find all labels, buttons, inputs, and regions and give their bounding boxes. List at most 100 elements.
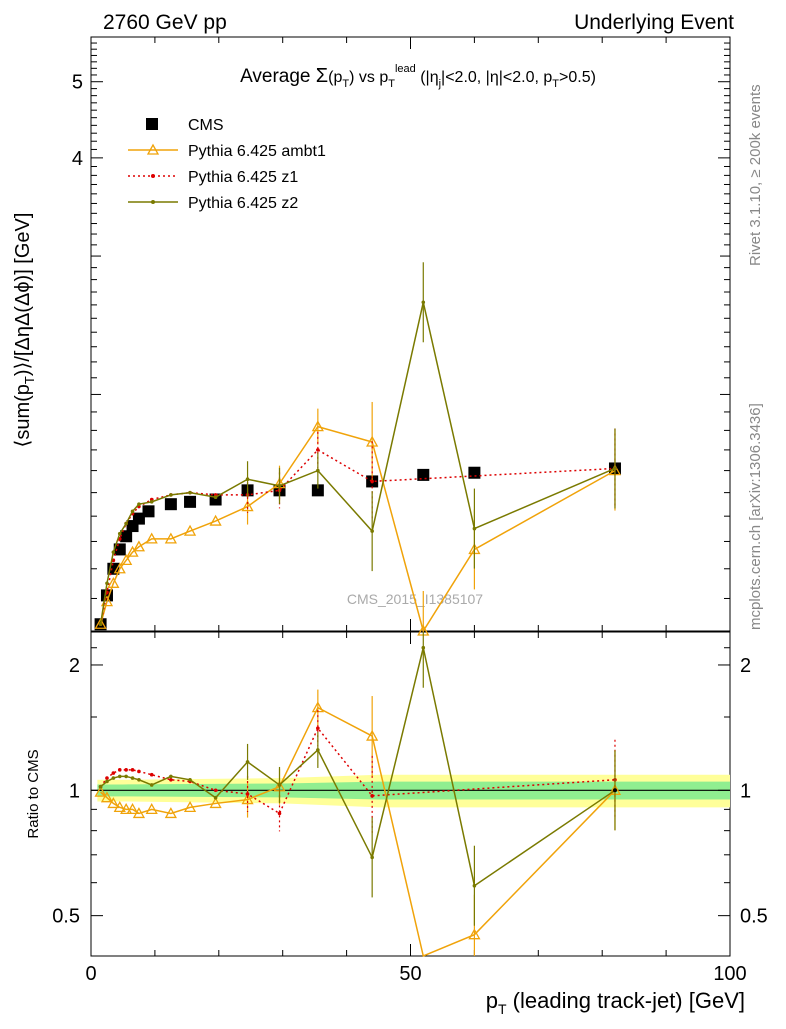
main-z2-point — [421, 300, 426, 305]
cms-data-point — [120, 530, 133, 543]
header-left: 2760 GeV pp — [103, 11, 227, 34]
ratio-ambt1-point — [126, 803, 139, 815]
ratio-z1-point — [149, 772, 154, 777]
main-z1-point — [316, 448, 320, 452]
main-y-label: ⟨sum(pT)⟩/[ΔηΔ(Δϕ)] [GeV] — [12, 213, 37, 448]
rivet-label: Rivet 3.1.10, ≥ 200k events — [747, 84, 764, 266]
legend-marker — [151, 174, 155, 178]
main-z2-point — [130, 509, 135, 514]
legend-marker — [146, 143, 160, 155]
main-y-tick-label: 5 — [72, 72, 83, 94]
ratio-z2-point — [105, 779, 109, 784]
ratio-z2-point — [130, 776, 135, 780]
main-title: Average Σ(pT) vs pTlead (|ηj|<2.0, |η|<2… — [240, 63, 596, 90]
main-z2-point — [117, 531, 122, 536]
legend: CMS Pythia 6.425 ambt1 Pythia 6.425 z1 Pyth… — [128, 117, 326, 212]
ratio-z2-point — [117, 774, 122, 779]
main-ambt1-point — [311, 420, 324, 432]
ratio-z1-point — [130, 768, 135, 772]
main-ambt1-point — [107, 576, 120, 588]
cms-data-point — [184, 495, 197, 508]
main-z2-point — [472, 526, 477, 531]
ratio-z2-point — [316, 748, 320, 752]
ratio-z1-point — [105, 776, 109, 780]
ratio-y-tick-label-right: 0.5 — [740, 906, 768, 928]
x-tick-label: 50 — [399, 963, 421, 985]
ratio-y-tick-label-right: 1 — [740, 780, 751, 802]
main-z1-point — [370, 479, 374, 484]
ratio-z1-point — [316, 726, 320, 730]
ratio-z2-point — [213, 795, 218, 800]
main-ambt1-point — [126, 545, 139, 557]
main-z2-point — [169, 493, 173, 497]
ratio-z2-point — [98, 784, 103, 789]
ratio-z2-point — [188, 777, 192, 782]
main-z2-line — [99, 302, 616, 625]
ratio-y-tick-label: 0.5 — [52, 906, 80, 928]
main-z2-point — [245, 477, 250, 482]
ratio-ambt1-point — [100, 791, 114, 803]
legend-cms-marker — [146, 118, 158, 130]
ratio-z2-line — [100, 647, 616, 887]
ratio-z1-point — [213, 788, 218, 793]
ratio-y-tick-label: 2 — [69, 655, 80, 677]
ratio-ambt1-point — [120, 803, 133, 815]
legend-label: Pythia 6.425 ambt1 — [188, 143, 326, 160]
header-right: Underlying Event — [574, 11, 734, 34]
ratio-z2-point — [149, 783, 154, 787]
ratio-z2-point — [111, 776, 116, 780]
ratio-z1-point — [117, 768, 122, 772]
ratio-ambt1-point — [107, 797, 120, 809]
main-z2-point — [149, 500, 154, 504]
x-axis-label: pT (leading track-jet) [GeV] — [486, 988, 745, 1017]
ratio-z1-line — [99, 726, 616, 815]
legend-marker — [151, 200, 155, 204]
ratio-z2-point — [245, 760, 250, 764]
ratio-ambt1-point — [366, 729, 379, 741]
main-ambt1-point — [113, 562, 126, 574]
legend-label: Pythia 6.425 z2 — [188, 195, 298, 212]
ratio-ambt1-point — [209, 797, 222, 809]
main-y-tick-label: 4 — [72, 148, 83, 170]
main-panel-frame — [90, 36, 731, 632]
ratio-ambt1-point — [145, 803, 158, 815]
legend-label: CMS — [188, 117, 224, 134]
main-z2-point — [277, 484, 282, 488]
main-z2-point — [213, 495, 218, 500]
ratio-z1-point — [137, 769, 141, 774]
main-z2-point — [111, 550, 116, 554]
cms-data-point — [142, 505, 155, 518]
ratio-y-label: Ratio to CMS — [25, 749, 42, 838]
cms-data-point — [311, 484, 324, 497]
ratio-ambt1-point — [113, 801, 126, 813]
main-data-layer — [94, 262, 622, 636]
ratio-y-tick-label-right: 2 — [740, 655, 751, 677]
main-ambt1-point — [241, 500, 254, 512]
ratio-z1-point — [370, 794, 374, 798]
ratio-z2-point — [472, 883, 477, 888]
ratio-z2-point — [370, 855, 374, 860]
ratio-z1-point — [111, 771, 116, 775]
ratio-z2-point — [277, 783, 282, 787]
ratio-ambt1-point — [183, 801, 197, 813]
main-z2-point — [137, 502, 141, 506]
main-z2-point — [98, 622, 103, 627]
ratio-z1-point — [169, 777, 173, 782]
main-ambt1-point — [94, 617, 107, 629]
legend-label: Pythia 6.425 z1 — [188, 169, 298, 186]
ratio-ambt1-point — [132, 807, 146, 819]
ratio-y-tick-label: 1 — [69, 780, 80, 802]
main-ambt1-point — [209, 514, 222, 526]
main-z2-point — [124, 521, 128, 526]
main-z2-point — [105, 581, 109, 586]
cms-data-point — [164, 498, 177, 511]
cms-data-point — [113, 543, 126, 556]
x-tick-label: 100 — [713, 963, 746, 985]
ratio-ambt1-point — [94, 785, 107, 797]
ratio-ambt1-point — [468, 928, 481, 940]
ratio-ambt1-point — [241, 793, 254, 805]
main-ambt1-line — [99, 425, 616, 633]
main-z2-point — [613, 466, 617, 471]
